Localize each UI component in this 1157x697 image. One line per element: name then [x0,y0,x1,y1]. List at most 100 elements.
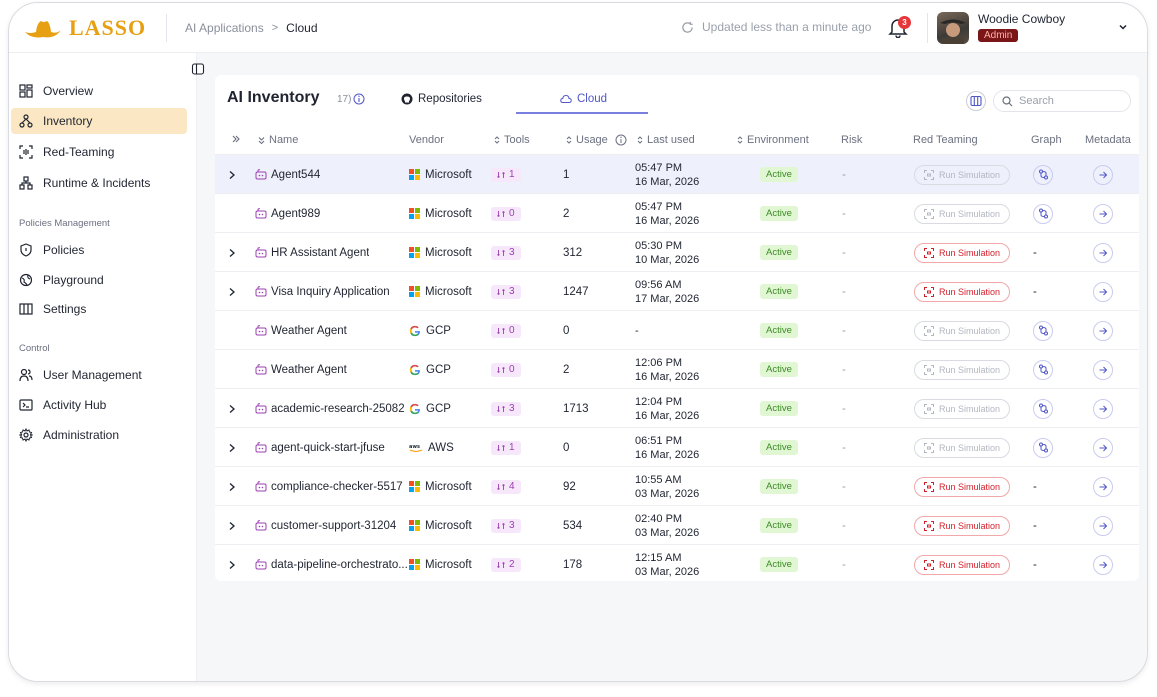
table-row[interactable]: agent-quick-start-jfuse aws AWS 1 0 06:51 PM 1… [215,427,1139,466]
logo[interactable]: LASSO [9,15,164,41]
sidebar-item-activity-hub[interactable]: Activity Hub [11,392,187,418]
tab-repositories[interactable]: Repositories [401,93,482,105]
column-header-vendor[interactable]: Vendor [409,134,444,146]
tools-badge[interactable]: 3 [491,518,521,533]
agent-name[interactable]: customer-support-31204 [271,519,397,532]
sidebar-item-user-management[interactable]: User Management [11,362,187,388]
metadata-button[interactable] [1093,203,1113,224]
tools-badge[interactable]: 2 [491,557,521,572]
tools-badge[interactable]: 1 [491,167,521,182]
breadcrumb-parent[interactable]: AI Applications [185,20,264,35]
run-simulation-button[interactable]: Run Simulation [914,242,1010,263]
sidebar-item-settings[interactable]: Settings [11,296,187,322]
table-row[interactable]: customer-support-31204 Microsoft 3 534 02:40… [215,505,1139,544]
sidebar-collapse-icon[interactable] [191,62,205,76]
columns-toggle-button[interactable] [966,91,986,111]
metadata-button[interactable] [1093,359,1113,380]
metadata-button[interactable] [1093,554,1113,575]
tab-cloud[interactable]: Cloud [560,93,607,105]
expand-row-icon[interactable] [228,506,236,545]
run-simulation-button[interactable]: Run Simulation [914,437,1010,458]
table-row[interactable]: Agent989 Microsoft 0 2 05:47 PM 16 Mar, 2026 A… [215,193,1139,232]
expand-row-icon[interactable] [228,545,236,581]
column-header-red-teaming[interactable]: Red Teaming [913,134,978,146]
tools-badge[interactable]: 4 [491,479,521,494]
table-row[interactable]: HR Assistant Agent Microsoft 3 312 05:30 PM 1… [215,232,1139,271]
run-simulation-button[interactable]: Run Simulation [914,554,1010,575]
tools-badge[interactable]: 0 [491,362,521,377]
column-header-last-used[interactable]: Last used [636,134,695,146]
column-header-usage[interactable]: Usage [565,134,627,146]
tools-badge[interactable]: 3 [491,401,521,416]
sidebar-item-administration[interactable]: Administration [11,422,187,448]
graph-button[interactable] [1033,437,1053,458]
metadata-button[interactable] [1093,476,1113,497]
sidebar-item-red-teaming[interactable]: Red-Teaming [11,139,187,165]
metadata-button[interactable] [1093,398,1113,419]
search-input[interactable] [1019,95,1119,107]
agent-name[interactable]: data-pipeline-orchestrato... [271,558,407,571]
run-simulation-button[interactable]: Run Simulation [914,476,1010,497]
graph-button[interactable] [1033,320,1053,341]
run-simulation-button[interactable]: Run Simulation [914,203,1010,224]
tools-badge[interactable]: 0 [491,206,521,221]
tools-badge[interactable]: 3 [491,284,521,299]
sidebar-item-runtime-incidents[interactable]: Runtime & Incidents [11,170,187,196]
refresh-icon[interactable] [681,21,694,34]
tools-badge[interactable]: 1 [491,440,521,455]
info-icon[interactable] [615,134,627,146]
metadata-button[interactable] [1093,437,1113,458]
tools-badge[interactable]: 3 [491,245,521,260]
expand-row-icon[interactable] [228,389,236,428]
column-header-environment[interactable]: Environment [736,134,809,146]
agent-name[interactable]: agent-quick-start-jfuse [271,441,385,454]
agent-name[interactable]: compliance-checker-5517 [271,480,403,493]
table-row[interactable]: Agent544 Microsoft 1 1 05:47 PM 16 Mar, 2026 A… [215,154,1139,193]
metadata-button[interactable] [1093,320,1113,341]
agent-name[interactable]: academic-research-25082 [271,402,405,415]
graph-button[interactable] [1033,203,1053,224]
table-row[interactable]: academic-research-25082 GCP 3 1713 12:04 PM 1… [215,388,1139,427]
agent-name[interactable]: Visa Inquiry Application [271,285,390,298]
agent-name[interactable]: HR Assistant Agent [271,246,370,259]
metadata-button[interactable] [1093,281,1113,302]
expand-row-icon[interactable] [228,428,236,467]
expand-all-icon[interactable] [231,134,241,144]
run-simulation-button[interactable]: Run Simulation [914,515,1010,536]
metadata-button[interactable] [1093,515,1113,536]
run-simulation-button[interactable]: Run Simulation [914,164,1010,185]
column-header-name[interactable]: Name [257,134,298,146]
expand-row-icon[interactable] [228,467,236,506]
run-simulation-button[interactable]: Run Simulation [914,281,1010,302]
agent-name[interactable]: Weather Agent [271,363,347,376]
info-icon[interactable] [353,93,365,105]
expand-row-icon[interactable] [228,155,236,194]
chevron-down-icon[interactable] [1117,21,1129,33]
metadata-button[interactable] [1093,242,1113,263]
expand-row-icon[interactable] [228,233,236,272]
table-row[interactable]: Weather Agent GCP 0 0 - Active - Run Simulation [215,310,1139,349]
sidebar-item-inventory[interactable]: Inventory [11,108,187,134]
run-simulation-button[interactable]: Run Simulation [914,320,1010,341]
metadata-button[interactable] [1093,164,1113,185]
column-header-tools[interactable]: Tools [493,134,530,146]
graph-button[interactable] [1033,398,1053,419]
graph-button[interactable] [1033,164,1053,185]
column-header-graph[interactable]: Graph [1031,134,1062,146]
tools-badge[interactable]: 0 [491,323,521,338]
agent-name[interactable]: Weather Agent [271,324,347,337]
table-row[interactable]: Weather Agent GCP 0 2 12:06 PM 16 Mar, 2026 Ac… [215,349,1139,388]
column-header-risk[interactable]: Risk [841,134,862,146]
agent-name[interactable]: Agent544 [271,168,321,181]
table-row[interactable]: compliance-checker-5517 Microsoft 4 92 10:55… [215,466,1139,505]
table-row[interactable]: data-pipeline-orchestrato... Microsoft 2 17… [215,544,1139,581]
agent-name[interactable]: Agent989 [271,207,321,220]
run-simulation-button[interactable]: Run Simulation [914,359,1010,380]
search-box[interactable] [993,90,1131,112]
expand-row-icon[interactable] [228,272,236,311]
sidebar-item-policies[interactable]: Policies [11,237,187,263]
sidebar-item-playground[interactable]: Playground [11,267,187,293]
graph-button[interactable] [1033,359,1053,380]
table-row[interactable]: Visa Inquiry Application Microsoft 3 1247 09… [215,271,1139,310]
column-header-metadata[interactable]: Metadata [1085,134,1131,146]
